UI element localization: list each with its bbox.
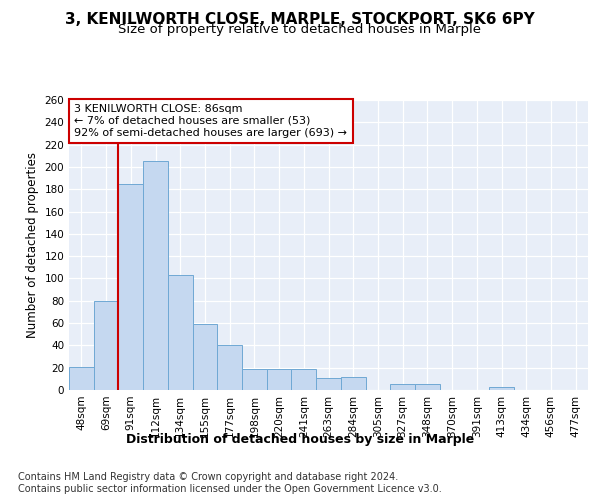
Bar	[168, 275, 193, 390]
Bar	[341, 376, 365, 390]
Text: Distribution of detached houses by size in Marple: Distribution of detached houses by size …	[126, 432, 474, 446]
Bar	[390, 384, 415, 390]
Bar	[292, 369, 316, 390]
Text: Contains HM Land Registry data © Crown copyright and database right 2024.
Contai: Contains HM Land Registry data © Crown c…	[18, 472, 442, 494]
Bar	[316, 378, 341, 390]
Text: Size of property relative to detached houses in Marple: Size of property relative to detached ho…	[119, 24, 482, 36]
Bar	[415, 384, 440, 390]
Bar	[489, 386, 514, 390]
Bar	[217, 346, 242, 390]
Bar	[143, 162, 168, 390]
Text: 3, KENILWORTH CLOSE, MARPLE, STOCKPORT, SK6 6PY: 3, KENILWORTH CLOSE, MARPLE, STOCKPORT, …	[65, 12, 535, 28]
Bar	[267, 369, 292, 390]
Bar	[94, 301, 118, 390]
Bar	[242, 369, 267, 390]
Bar	[69, 366, 94, 390]
Text: 3 KENILWORTH CLOSE: 86sqm
← 7% of detached houses are smaller (53)
92% of semi-d: 3 KENILWORTH CLOSE: 86sqm ← 7% of detach…	[74, 104, 347, 138]
Bar	[193, 324, 217, 390]
Bar	[118, 184, 143, 390]
Y-axis label: Number of detached properties: Number of detached properties	[26, 152, 39, 338]
